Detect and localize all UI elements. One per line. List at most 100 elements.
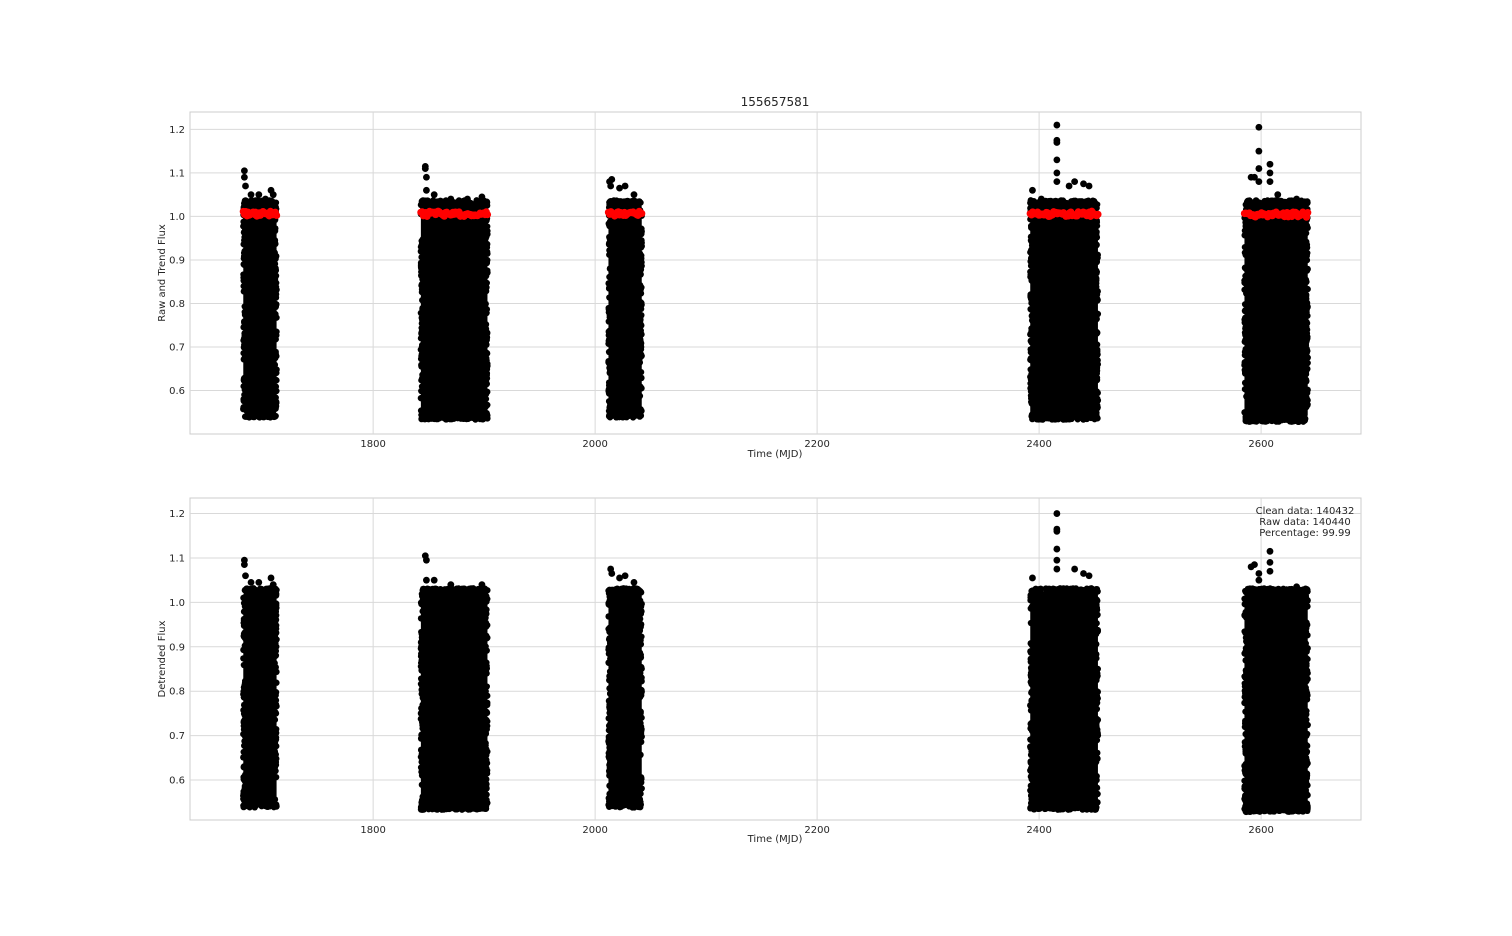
data-point [1093,620,1100,627]
data-point [1302,249,1310,256]
data-point [419,608,426,615]
data-point [1267,807,1275,815]
data-block [243,203,277,415]
outlier-point [1266,567,1274,575]
data-point [476,805,483,812]
outlier-point [1266,559,1274,566]
data-point [482,235,489,243]
data-point [1302,254,1310,262]
data-point [482,349,490,356]
data-point [1242,802,1250,810]
x-tick-labels-top: 1800 2000 2200 2400 2600 [360,439,1273,450]
data-point [606,265,614,272]
outlier-point [1293,583,1301,591]
data-point [271,751,278,758]
data-point [1094,730,1101,737]
outlier-point [421,165,429,172]
data-point [417,715,425,723]
data-point [1093,750,1100,757]
outlier-point [267,574,275,582]
data-point [240,701,248,709]
data-point [272,648,279,655]
data-point [254,199,261,207]
outlier-point [255,191,263,199]
outlier-point [1255,123,1263,131]
data-point [483,796,490,804]
data-point [1241,680,1248,687]
data-point [1055,415,1062,423]
data-point [1242,588,1250,596]
data-point [1303,774,1310,782]
data-point [482,320,489,328]
data-point [636,359,644,366]
data-point [483,791,490,798]
data-point [1073,200,1081,207]
outlier-point [423,186,430,194]
data-point [1094,346,1101,353]
y-axis-label-bottom: Detrended Flux [157,620,168,697]
data-point [1027,787,1034,794]
data-point [272,279,280,287]
data-point [635,803,642,811]
data-point [638,407,645,415]
outlier-point [478,581,486,589]
data-point [1242,610,1249,618]
data-point [1241,385,1249,393]
data-point [1241,232,1248,239]
data-point [1080,416,1087,423]
data-point [1302,741,1310,748]
data-point [241,303,248,310]
data-point [1093,692,1101,700]
data-point [606,364,613,372]
data-point [1089,586,1096,593]
data-point [1242,657,1249,664]
data-point [1028,379,1035,387]
data-point [484,595,491,603]
data-point [241,382,249,389]
data-point [482,279,490,287]
data-point [1242,368,1249,376]
data-point [418,350,426,358]
data-point [482,742,489,749]
data-point [473,199,480,206]
data-point [1094,626,1102,634]
data-point [273,742,280,750]
data-point [273,301,280,308]
data-point [1304,621,1311,629]
data-point [1028,317,1036,324]
data-point [272,773,280,781]
data-point [1302,628,1310,635]
x-tick-label: 2200 [804,439,829,450]
detrended-flux-panel: 1800 2000 2200 2400 2600 0.6 0.7 0.8 0.9 1.0 1.1 1… [157,497,1362,845]
data-point [1283,807,1291,814]
data-point [466,806,474,813]
data-point [1094,288,1101,295]
data-point [240,349,247,357]
data-point [483,202,491,209]
data-point [440,414,447,421]
data-point [1027,271,1034,279]
data-point [1242,769,1249,777]
data-point [417,243,425,251]
outlier-point [262,195,269,203]
data-point [272,761,280,769]
outlier-point [1037,195,1045,203]
data-point [273,387,280,395]
data-point [483,380,490,388]
data-point [1303,687,1310,694]
data-point [1027,385,1034,392]
data-point [1028,688,1035,696]
data-point [636,627,644,634]
outlier-point [447,581,455,589]
outlier-point [242,182,249,190]
data-point [1027,679,1035,686]
data-point [1253,418,1260,425]
outlier-point [1255,178,1263,186]
data-point [240,773,247,781]
data-point [448,414,455,421]
data-point [1304,333,1311,340]
outlier-point [1085,572,1093,580]
data-point [636,392,644,400]
data-point [483,363,491,371]
data-point [606,635,613,642]
